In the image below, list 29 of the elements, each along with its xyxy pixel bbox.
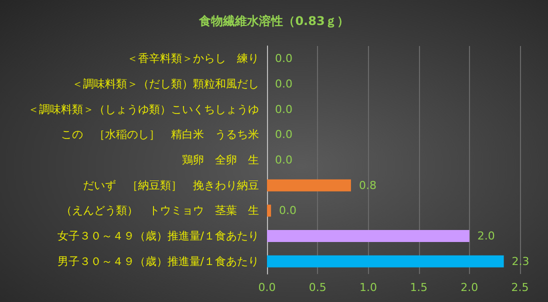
data-label: 2.3 xyxy=(512,254,530,268)
data-label: 0.0 xyxy=(275,102,292,116)
chart-title: 食物繊維水溶性（0.83ｇ） xyxy=(198,14,349,28)
data-label: 0.0 xyxy=(279,204,297,218)
y-tick-label: ＜調味料類＞（だし類）顆粒和風だし xyxy=(72,78,259,90)
bar xyxy=(267,230,470,242)
x-tick-label: 1.5 xyxy=(410,281,428,294)
y-tick-label: 鶏卵 全卵 生 xyxy=(182,154,259,166)
y-tick-label: この ［水稲のし］ 精白米 うるち米 xyxy=(61,128,259,142)
data-label: 0.0 xyxy=(275,128,292,142)
x-tick-label: 2.0 xyxy=(460,281,478,294)
data-label: 0.0 xyxy=(275,78,292,90)
y-tick-label: 男子３０～４９（歳）推進量/１食あたり xyxy=(57,254,259,268)
data-label: 0.0 xyxy=(275,154,292,166)
bar xyxy=(267,204,272,217)
data-label: 0.8 xyxy=(358,178,376,192)
data-label: 0.0 xyxy=(275,52,292,66)
y-tick-label: 女子３０～４９（歳）推進量/１食あたり xyxy=(57,230,259,242)
x-tick-label: 0.0 xyxy=(258,281,276,294)
y-tick-label: ＜香辛料類＞からし 練り xyxy=(127,52,259,66)
bar xyxy=(267,255,504,268)
y-tick-label: ＜調味料類＞（しょうゆ類）こいくちしょうゆ xyxy=(28,102,259,116)
bar xyxy=(267,179,351,192)
x-tick-label: 2.5 xyxy=(511,281,529,294)
data-label: 2.0 xyxy=(477,230,495,242)
x-tick-label: 0.5 xyxy=(308,281,326,294)
y-tick-label: だいず ［納豆類］ 挽きわり納豆 xyxy=(83,178,259,192)
y-tick-label: （えんどう類） トウミョウ 茎葉 生 xyxy=(61,204,259,218)
x-tick-label: 1.0 xyxy=(359,281,377,294)
